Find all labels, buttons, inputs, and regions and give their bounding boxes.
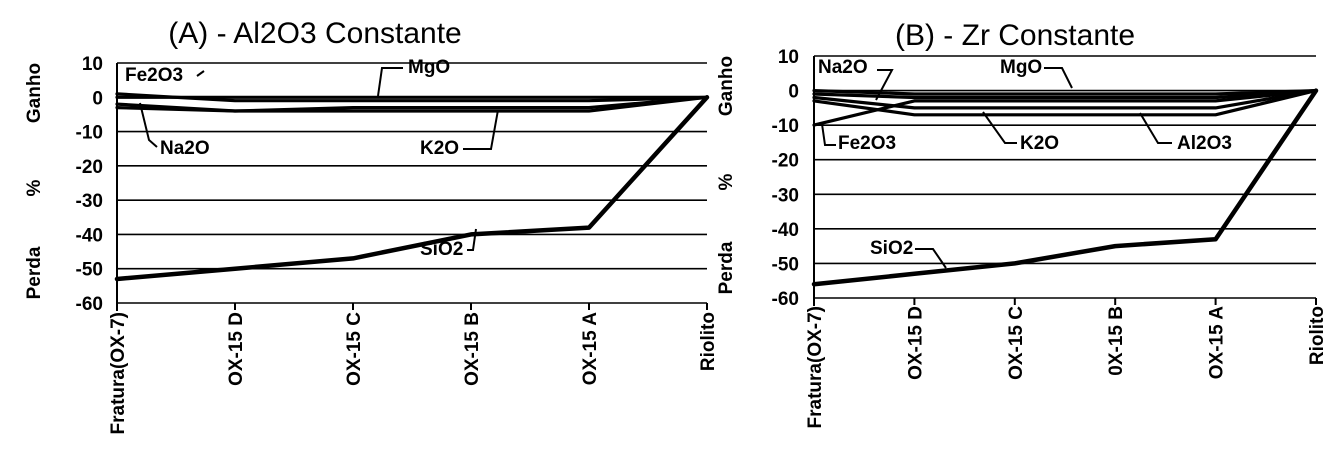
chart-a-series-fe2o3 bbox=[115, 92, 709, 103]
chart-a-series-label-na2o: Na2O bbox=[160, 138, 210, 159]
chart-b-series-label-sio2: SiO2 bbox=[870, 238, 913, 259]
chart-a-y-tick-label: -40 bbox=[76, 225, 103, 246]
chart-b-leader-na2o bbox=[875, 69, 894, 101]
chart-b-y-tick-label: 10 bbox=[778, 47, 799, 68]
chart-b-side-label-middle: % bbox=[716, 173, 737, 190]
chart-b-category-label: Riolito bbox=[1307, 306, 1328, 365]
chart-a: (A) - Al2O3 Constante Ganho% Perda 10 0 -10 -… bbox=[24, 17, 719, 434]
chart-b-series-label-fe2o3: Fe2O3 bbox=[838, 133, 896, 154]
chart-b-series-label-na2o: Na2O bbox=[818, 57, 868, 78]
chart-a-side-label-bottom: Perda bbox=[24, 246, 45, 299]
chart-a-series-label-k2o: K2O bbox=[420, 138, 459, 159]
chart-a-category-label: OX-15 D bbox=[226, 312, 247, 386]
chart-a-leader-k2o bbox=[463, 109, 499, 150]
chart-b-side-label-bottom: Perda bbox=[716, 241, 737, 294]
chart-b-title: (B) - Zr Constante bbox=[895, 19, 1135, 52]
chart-b-series-al2o3 bbox=[812, 88, 1318, 117]
chart-a-y-tick-label: 10 bbox=[82, 54, 103, 75]
chart-a-side-label-middle: % bbox=[24, 179, 45, 196]
chart-b-series-sio2 bbox=[811, 88, 1319, 287]
chart-a-category-label: OX-15 A bbox=[580, 312, 601, 385]
chart-b-category-label: OX-15 C bbox=[1006, 306, 1027, 380]
chart-b: (B) - Zr Constante Ganho% Perda 10 0 -10 -20 -… bbox=[716, 19, 1328, 428]
chart-a-category-label: OX-15 B bbox=[462, 312, 483, 386]
chart-b-series-label-al2o3: Al2O3 bbox=[1177, 133, 1232, 154]
chart-b-leader-mgo bbox=[1044, 67, 1073, 89]
chart-b-series-fe2o3 bbox=[812, 88, 1318, 127]
chart-a-title: (A) - Al2O3 Constante bbox=[168, 17, 461, 50]
chart-a-y-tick-label: -50 bbox=[76, 260, 103, 281]
chart-b-category-label: Fratura(OX-7) bbox=[805, 306, 826, 428]
chart-a-series-label-fe2o3: Fe2O3 bbox=[125, 65, 183, 86]
chart-b-category-label: OX-15 A bbox=[1207, 306, 1228, 379]
chart-a-series-sio2 bbox=[114, 95, 710, 282]
chart-a-leader-fe2o3 bbox=[196, 70, 205, 77]
chart-b-y-tick-label: 0 bbox=[788, 82, 799, 103]
chart-b-series-label-k2o: K2O bbox=[1020, 133, 1059, 154]
chart-b-leader-al2o3 bbox=[1139, 112, 1172, 144]
chart-a-y-tick-label: -10 bbox=[76, 123, 103, 144]
chart-a-series-label-mgo: MgO bbox=[408, 57, 450, 78]
chart-a-y-tick-label: -30 bbox=[76, 191, 103, 212]
chart-b-series-na2o bbox=[812, 88, 1318, 100]
chart-b-y-tick-label: -40 bbox=[772, 220, 799, 241]
chart-b-leader-fe2o3 bbox=[821, 123, 836, 146]
chart-b-y-tick-label: -60 bbox=[772, 289, 799, 310]
chart-b-y-tick-label: -50 bbox=[772, 254, 799, 275]
chart-a-leader-mgo bbox=[377, 67, 403, 97]
chart-a-category-label: OX-15 C bbox=[344, 312, 365, 386]
chart-b-y-tick-label: -30 bbox=[772, 185, 799, 206]
chart-a-leader-na2o bbox=[139, 102, 158, 148]
chart-a-y-tick-label: -60 bbox=[76, 294, 103, 315]
chart-a-series-k2o bbox=[115, 95, 709, 113]
chart-b-category-label: 0X-15 B bbox=[1106, 306, 1127, 376]
chart-b-side-label-top: Ganho bbox=[716, 56, 737, 116]
chart-b-y-tick-label: -10 bbox=[772, 116, 799, 137]
chart-a-series-label-sio2: SiO2 bbox=[420, 239, 463, 260]
chart-a-y-tick-label: -20 bbox=[76, 157, 103, 178]
chart-a-category-label: Riolito bbox=[698, 312, 719, 371]
chart-a-leader-sio2 bbox=[467, 228, 477, 251]
chart-a-category-label: Fratura(OX-7) bbox=[108, 312, 129, 434]
chart-b-category-label: OX-15 D bbox=[905, 306, 926, 380]
chart-b-series-label-mgo: MgO bbox=[1000, 57, 1042, 78]
chart-a-side-label-top: Ganho bbox=[24, 63, 45, 123]
chart-b-y-tick-label: -20 bbox=[772, 151, 799, 172]
chart-b-leader-k2o bbox=[982, 111, 1017, 144]
chart-a-y-tick-label: 0 bbox=[92, 88, 103, 109]
chart-b-series-mgo bbox=[812, 88, 1318, 96]
chart-b-leader-sio2 bbox=[915, 248, 947, 269]
